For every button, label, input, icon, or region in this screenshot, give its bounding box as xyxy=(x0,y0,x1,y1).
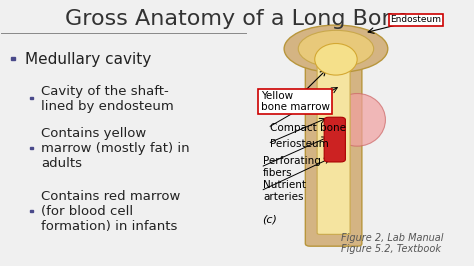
Ellipse shape xyxy=(315,44,357,75)
Text: Cavity of the shaft-
lined by endosteum: Cavity of the shaft- lined by endosteum xyxy=(41,85,174,113)
Text: Compact bone: Compact bone xyxy=(270,123,346,133)
Text: Gross Anatomy of a Long Bone: Gross Anatomy of a Long Bone xyxy=(65,9,409,29)
Text: Contains yellow
marrow (mostly fat) in
adults: Contains yellow marrow (mostly fat) in a… xyxy=(41,127,190,170)
FancyBboxPatch shape xyxy=(324,117,346,162)
Text: Figure 2, Lab Manual
Figure 5.2, Textbook: Figure 2, Lab Manual Figure 5.2, Textboo… xyxy=(341,233,443,254)
Text: Endosteum: Endosteum xyxy=(391,15,442,24)
Text: Nutrient
arteries: Nutrient arteries xyxy=(263,180,306,202)
FancyBboxPatch shape xyxy=(305,30,362,246)
FancyBboxPatch shape xyxy=(30,147,33,149)
Text: (c): (c) xyxy=(263,215,277,225)
Text: Periosteum: Periosteum xyxy=(270,139,329,148)
FancyBboxPatch shape xyxy=(317,42,350,234)
FancyBboxPatch shape xyxy=(30,97,33,99)
Text: Medullary cavity: Medullary cavity xyxy=(25,52,151,67)
Text: Contains red marrow
(for blood cell
formation) in infants: Contains red marrow (for blood cell form… xyxy=(41,190,181,234)
Ellipse shape xyxy=(284,25,388,72)
Ellipse shape xyxy=(329,94,385,146)
FancyBboxPatch shape xyxy=(30,210,33,212)
Text: Perforating
fibers: Perforating fibers xyxy=(263,156,321,178)
Text: Yellow
bone marrow: Yellow bone marrow xyxy=(261,91,329,112)
Ellipse shape xyxy=(298,30,374,67)
FancyBboxPatch shape xyxy=(11,57,15,60)
